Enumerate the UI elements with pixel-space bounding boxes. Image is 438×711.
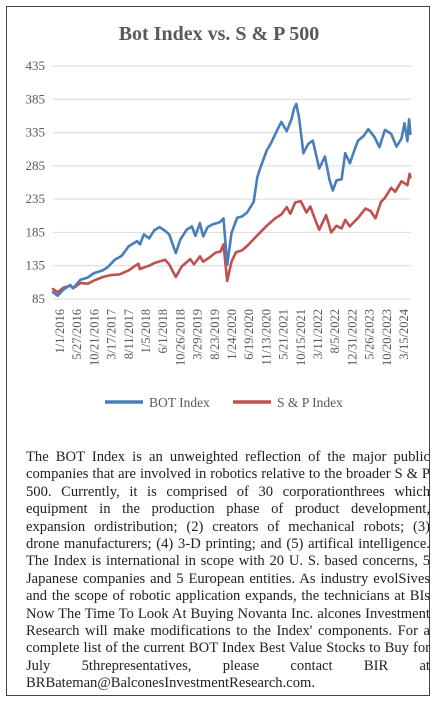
x-tick-label: 5/21/2021 — [277, 309, 291, 360]
y-tick-label: 185 — [26, 224, 46, 239]
y-tick-label: 135 — [26, 258, 46, 273]
chart-title: Bot Index vs. S & P 500 — [119, 23, 320, 45]
x-tick-label: 10/20/2023 — [380, 309, 394, 366]
series-line-bot-index — [51, 102, 412, 298]
y-axis-ticks: 85 135 185 235 285 335 385 435 — [26, 58, 46, 306]
x-tick-label: 10/15/2021 — [294, 309, 308, 366]
x-tick-label: 6/19/2020 — [242, 309, 256, 360]
x-tick-label: 11/13/2020 — [259, 309, 273, 365]
y-tick-label: 335 — [26, 125, 46, 140]
y-tick-label: 435 — [26, 58, 46, 73]
legend-label: S & P Index — [277, 395, 343, 410]
x-tick-label: 3/17/2017 — [105, 309, 119, 360]
x-tick-label: 3/29/2019 — [191, 309, 205, 360]
x-tick-label: 8/11/2017 — [122, 309, 136, 359]
x-axis-ticks: 1/1/2016 5/27/2016 10/21/2016 3/17/2017 8/11… — [53, 308, 411, 366]
x-tick-label: 12/31/2022 — [345, 309, 359, 366]
x-tick-label: 5/26/2023 — [363, 309, 377, 360]
legend: BOT Index S & P Index — [105, 395, 343, 410]
x-tick-label: 1/24/2020 — [225, 309, 239, 360]
index-description: The BOT Index is an unweighted reflectio… — [26, 449, 430, 692]
series-lines — [51, 102, 412, 298]
x-tick-label: 8/5/2022 — [328, 309, 342, 353]
x-tick-label: 1/5/2018 — [139, 309, 153, 353]
series-line-s-p-index — [51, 172, 412, 294]
x-tick-label: 10/26/2018 — [173, 309, 187, 366]
y-tick-label: 385 — [26, 91, 46, 106]
y-tick-label: 235 — [26, 191, 46, 206]
x-tick-label: 6/1/2018 — [156, 309, 170, 353]
x-tick-label: 1/1/2016 — [53, 309, 67, 353]
line-chart: Bot Index vs. S & P 500 85 135 185 235 285 33… — [26, 23, 412, 410]
x-tick-label: 10/21/2016 — [87, 309, 101, 366]
x-tick-label: 5/27/2016 — [70, 309, 84, 360]
y-tick-label: 85 — [32, 291, 45, 306]
x-tick-label: 8/23/2019 — [208, 309, 222, 360]
legend-label: BOT Index — [149, 395, 210, 410]
chart-frame: Bot Index vs. S & P 500 85 135 185 235 285 33… — [6, 6, 430, 696]
x-tick-label: 3/15/2024 — [397, 308, 411, 359]
x-tick-label: 3/11/2022 — [311, 309, 325, 359]
y-tick-label: 285 — [26, 158, 46, 173]
